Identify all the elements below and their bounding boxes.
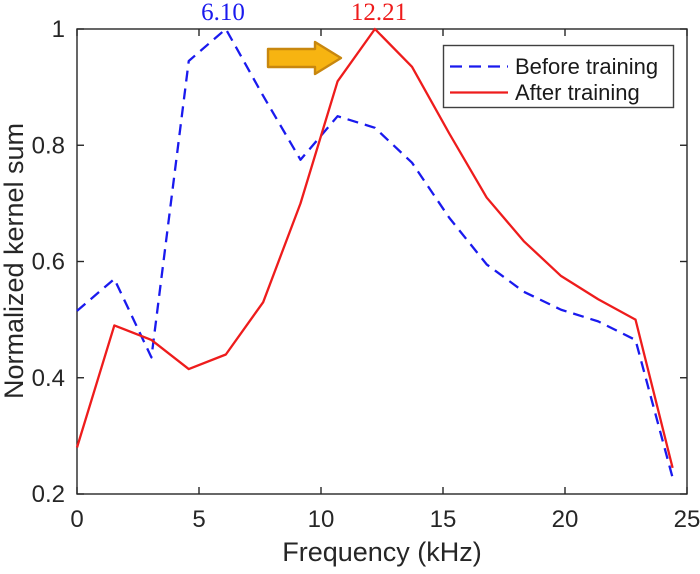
peak-annotation-before-training: 6.10 bbox=[201, 0, 245, 26]
legend-label-after-training: After training bbox=[515, 80, 640, 105]
right-arrow-icon bbox=[266, 40, 343, 76]
x-tick-label: 20 bbox=[552, 506, 579, 533]
y-tick-label: 0.6 bbox=[32, 249, 65, 276]
series-before-training-line bbox=[76, 27, 674, 479]
y-tick-label: 0.2 bbox=[32, 481, 65, 508]
y-tick-label: 0.8 bbox=[32, 132, 65, 159]
x-tick-label: 25 bbox=[674, 506, 700, 533]
x-tick-label: 0 bbox=[70, 506, 83, 533]
axis-tick-labels: 0 5 10 15 20 25 0.2 0.4 0.6 0.8 1 bbox=[32, 16, 700, 533]
legend-label-before-training: Before training bbox=[515, 54, 658, 79]
x-tick-label: 15 bbox=[430, 506, 457, 533]
y-axis-label: Normalized kernel sum bbox=[0, 123, 29, 399]
axis-ticks bbox=[76, 28, 688, 495]
series-after-training-line bbox=[75, 27, 674, 469]
x-tick-label: 10 bbox=[308, 506, 335, 533]
legend: Before training After training bbox=[442, 44, 675, 109]
y-tick-label: 0.4 bbox=[32, 365, 65, 392]
y-tick-label: 1 bbox=[52, 16, 65, 43]
x-tick-label: 5 bbox=[192, 506, 205, 533]
x-axis-label: Frequency (kHz) bbox=[282, 537, 482, 567]
peak-annotation-after-training: 12.21 bbox=[351, 0, 407, 26]
legend-box bbox=[442, 44, 675, 109]
